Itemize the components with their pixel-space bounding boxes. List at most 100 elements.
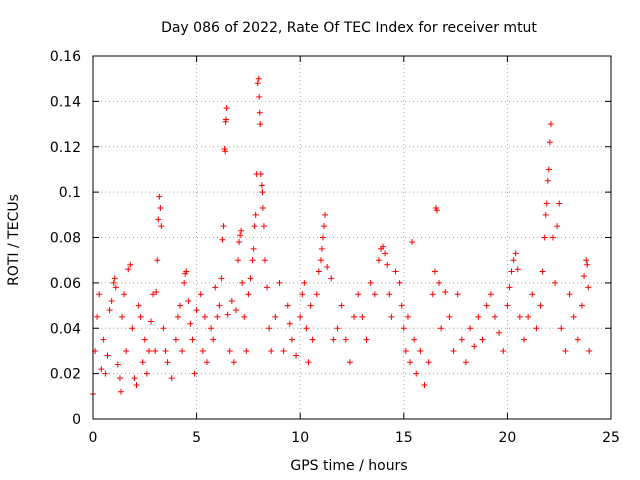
data-point (544, 177, 551, 184)
data-point (208, 325, 215, 332)
data-point (183, 268, 190, 275)
data-point (585, 284, 592, 291)
data-point (143, 370, 150, 377)
y-ticks: 0 0.02 0.04 0.06 0.08 0.1 0.12 0.14 0.16 (50, 49, 611, 428)
data-point (322, 211, 329, 218)
data-point (268, 347, 275, 354)
data-point (266, 325, 273, 332)
data-point (216, 302, 223, 309)
data-point (153, 288, 160, 295)
data-point (257, 170, 264, 177)
data-point (504, 302, 511, 309)
data-point (239, 279, 246, 286)
data-point (514, 266, 521, 273)
data-point (264, 284, 271, 291)
data-point (552, 279, 559, 286)
data-point (131, 375, 138, 382)
data-point (141, 336, 148, 343)
data-point (328, 275, 335, 282)
data-point (380, 243, 387, 250)
x-ticks: 0 5 10 15 20 25 (89, 56, 620, 446)
data-point (156, 193, 163, 200)
data-point (510, 257, 517, 264)
data-point (284, 302, 291, 309)
data-point (261, 257, 268, 264)
data-point (117, 388, 124, 395)
x-tick-label: 20 (498, 430, 516, 446)
data-point (305, 359, 312, 366)
data-point (94, 313, 101, 320)
data-point (125, 266, 132, 273)
data-point (330, 336, 337, 343)
data-point (228, 298, 235, 305)
data-point (558, 325, 565, 332)
data-point (293, 352, 300, 359)
data-point (133, 381, 140, 388)
data-point (313, 291, 320, 298)
data-point (429, 291, 436, 298)
data-point (222, 148, 229, 155)
data-point (241, 313, 248, 320)
x-tick-label: 15 (395, 430, 413, 446)
data-point (245, 291, 252, 298)
x-axis-label: GPS time / hours (290, 458, 407, 474)
data-point (199, 347, 206, 354)
data-point (181, 279, 188, 286)
data-point (164, 359, 171, 366)
data-point (421, 381, 428, 388)
data-point (346, 359, 353, 366)
data-point (255, 75, 262, 82)
data-point (512, 250, 519, 257)
data-point (238, 227, 245, 234)
data-point (152, 347, 159, 354)
data-point (220, 223, 227, 230)
data-point (471, 343, 478, 350)
data-point (407, 359, 414, 366)
data-point (334, 325, 341, 332)
data-point (539, 268, 546, 275)
data-point (402, 347, 409, 354)
data-point (177, 302, 184, 309)
data-point (256, 109, 263, 116)
x-tick-label: 10 (291, 430, 309, 446)
data-point (508, 268, 515, 275)
data-point (309, 336, 316, 343)
y-axis-label: ROTI / TECUs (6, 194, 22, 286)
data-point (319, 234, 326, 241)
data-point (230, 359, 237, 366)
y-tick-label: 0.02 (50, 367, 81, 383)
chart-title: Day 086 of 2022, Rate Of TEC Index for r… (161, 20, 537, 36)
data-point (500, 347, 507, 354)
data-point (483, 302, 490, 309)
data-point (218, 275, 225, 282)
data-point (254, 80, 261, 87)
data-point (425, 359, 432, 366)
data-point (135, 302, 142, 309)
data-point (367, 279, 374, 286)
data-point (520, 336, 527, 343)
data-point (315, 268, 322, 275)
data-point (256, 93, 263, 100)
data-point (258, 182, 265, 189)
data-point (160, 325, 167, 332)
data-point (210, 336, 217, 343)
data-point (351, 313, 358, 320)
data-point (382, 250, 389, 257)
data-point (235, 257, 242, 264)
data-point (442, 288, 449, 295)
data-point (404, 313, 411, 320)
data-point (96, 291, 103, 298)
data-point (386, 291, 393, 298)
data-point (475, 313, 482, 320)
data-point (203, 359, 210, 366)
data-point (458, 336, 465, 343)
data-point (299, 291, 306, 298)
data-point (288, 336, 295, 343)
data-point (237, 232, 244, 239)
data-point (431, 268, 438, 275)
data-point (542, 211, 549, 218)
data-point (554, 223, 561, 230)
data-point (446, 313, 453, 320)
data-point (172, 336, 179, 343)
data-point (104, 352, 111, 359)
